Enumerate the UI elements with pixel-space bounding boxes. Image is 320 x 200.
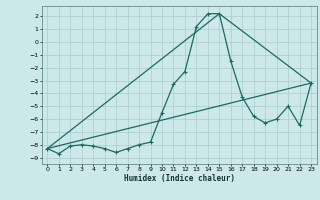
X-axis label: Humidex (Indice chaleur): Humidex (Indice chaleur) [124, 174, 235, 183]
